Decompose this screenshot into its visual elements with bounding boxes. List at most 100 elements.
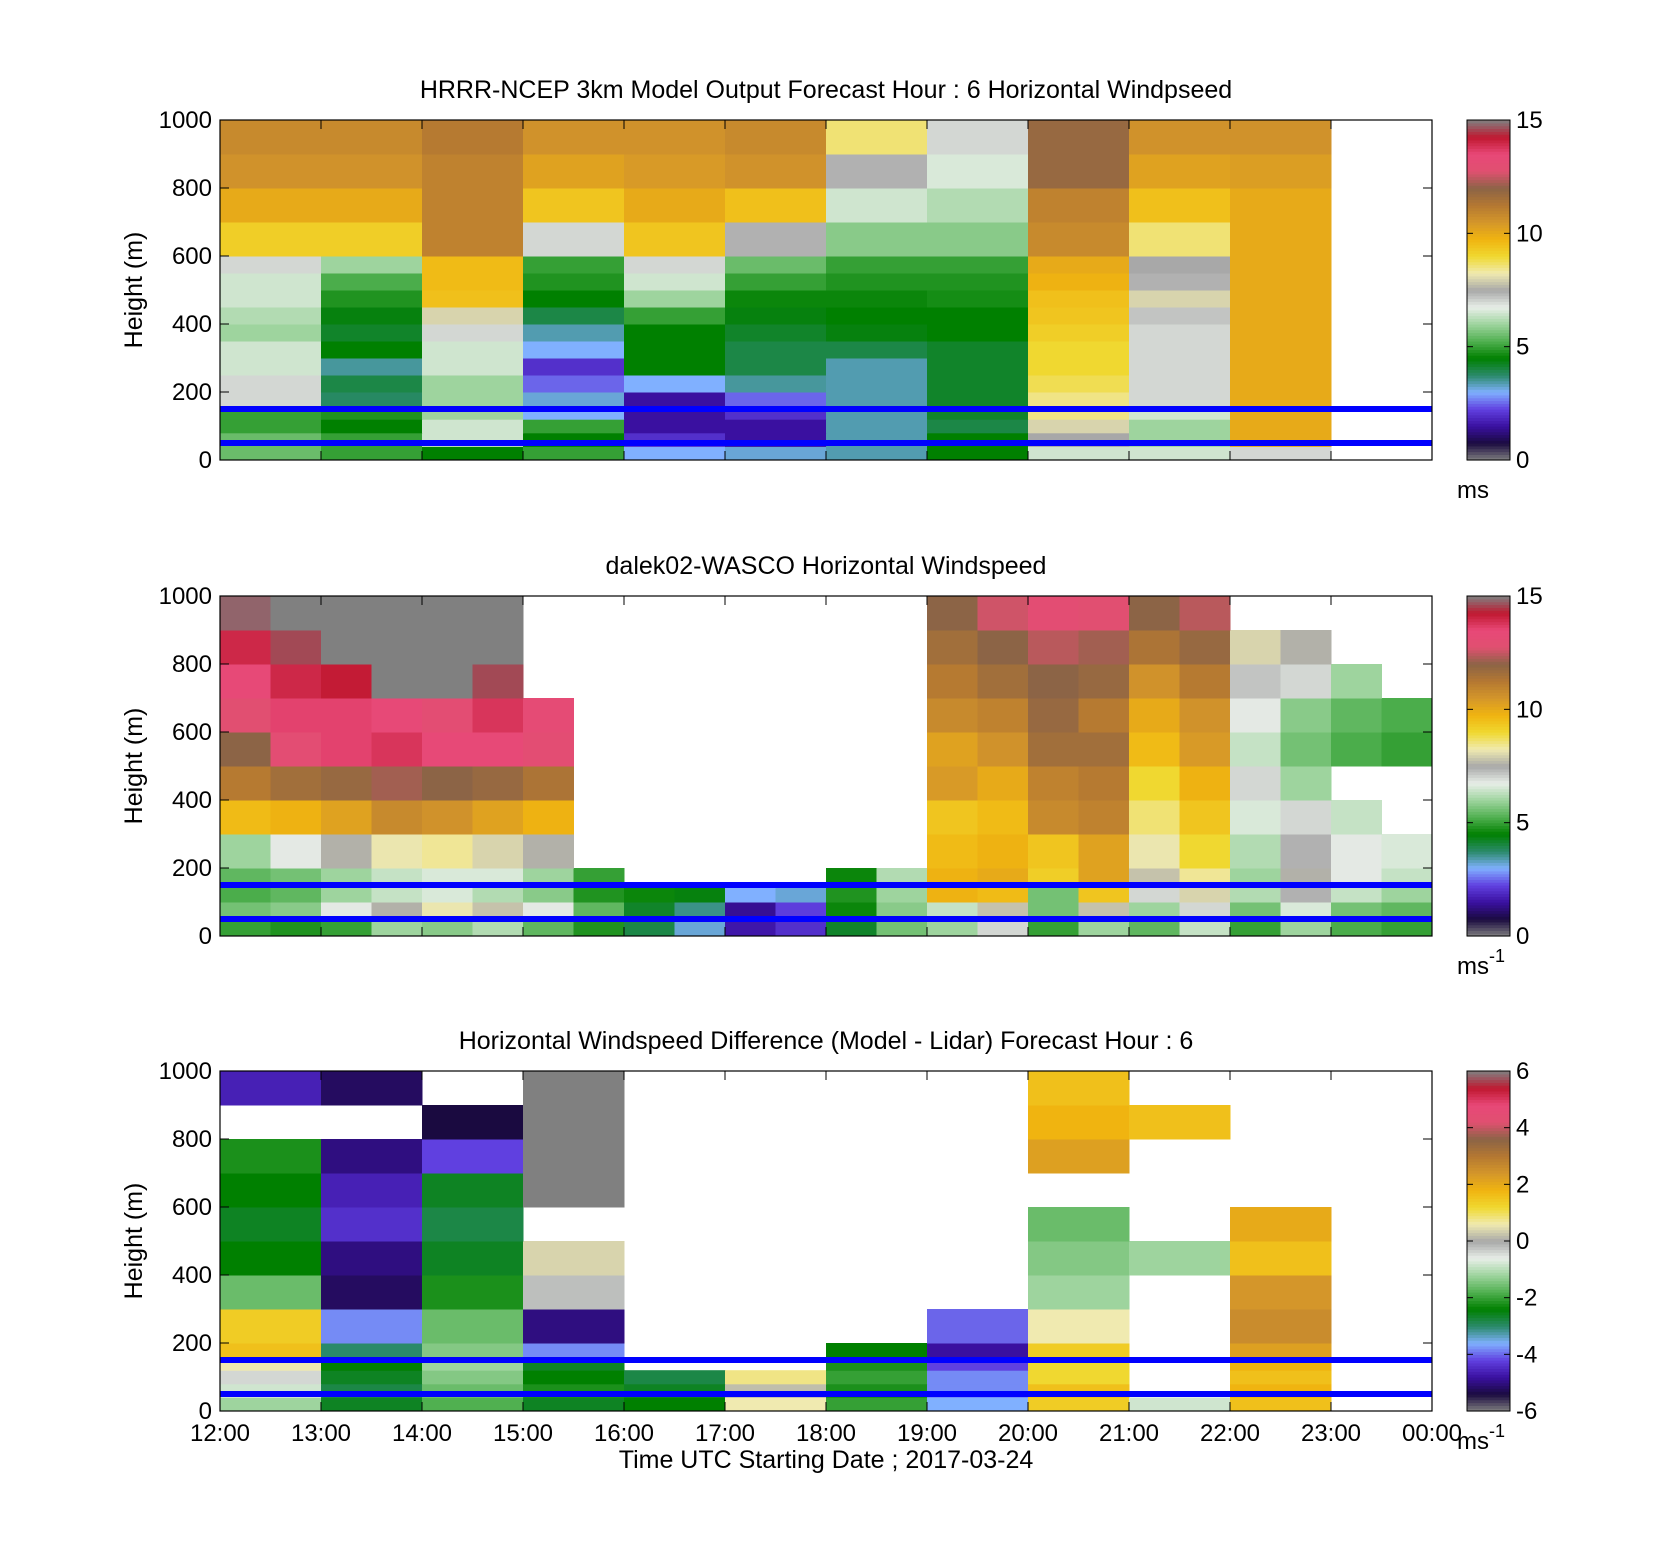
colorbar-segment <box>1467 1394 1510 1398</box>
heatmap-cell <box>1028 1241 1130 1276</box>
heatmap-cell <box>523 392 625 407</box>
heatmap-cell <box>523 1173 625 1208</box>
heatmap-cell <box>1028 698 1079 733</box>
heatmap-cell <box>1078 834 1130 869</box>
colorbar-segment <box>1467 431 1510 436</box>
heatmap-cell <box>977 732 1029 767</box>
heatmap-cell <box>270 698 322 733</box>
heatmap-cell <box>422 446 524 461</box>
heatmap-cell <box>1129 375 1231 393</box>
heatmap-cell <box>523 419 625 434</box>
heatmap-cell <box>523 1139 625 1174</box>
heatmap-cell <box>927 1309 1029 1344</box>
heatmap-cell <box>422 222 524 257</box>
heatmap-cell <box>321 273 423 291</box>
colorbar-segment <box>1467 1207 1510 1211</box>
colorbar-segment <box>1467 757 1510 761</box>
heatmap-cell <box>472 800 524 835</box>
heatmap-cell <box>1230 375 1332 393</box>
colorbar-segment <box>1467 661 1510 665</box>
colorbar-segment <box>1467 1277 1510 1282</box>
colorbar-segment <box>1467 190 1510 195</box>
colorbar-segment <box>1467 882 1510 886</box>
colorbar-segment <box>1467 267 1510 271</box>
heatmap-cell <box>1230 446 1332 461</box>
heatmap-cell <box>422 1309 524 1344</box>
heatmap-cell <box>927 1397 1029 1412</box>
colorbar-segment <box>1467 324 1510 328</box>
heatmap-cell <box>725 307 827 325</box>
heatmap-cell <box>1078 630 1130 665</box>
colorbar-segment <box>1467 1082 1510 1086</box>
colorbar-tick-label: -2 <box>1516 1285 1537 1312</box>
colorbar-segment <box>1467 264 1510 268</box>
colorbar-segment <box>1467 205 1510 209</box>
heatmap-cell <box>826 1370 928 1385</box>
colorbar-segment <box>1467 856 1510 861</box>
colorbar-segment <box>1467 301 1510 305</box>
heatmap-cell <box>321 375 423 393</box>
colorbar-segment <box>1467 1289 1510 1293</box>
heatmap-cell <box>927 446 1029 461</box>
colorbar-segment <box>1467 377 1510 382</box>
heatmap-cell <box>220 307 322 325</box>
colorbar-segment <box>1467 210 1510 215</box>
colorbar-segment <box>1467 1076 1510 1081</box>
heatmap-cell <box>1230 766 1281 801</box>
heatmap-cell <box>725 392 827 407</box>
colorbar-segment <box>1467 1303 1510 1307</box>
heatmap-cell <box>321 1370 423 1385</box>
heatmap-cell <box>220 1370 322 1385</box>
heatmap-cell <box>371 664 423 699</box>
colorbar-segment <box>1467 236 1510 240</box>
colorbar-segment <box>1467 664 1510 668</box>
colorbar-segment <box>1467 1320 1510 1324</box>
x-tick-label: 23:00 <box>1301 1420 1361 1447</box>
heatmap-cell <box>1230 919 1281 937</box>
heatmap-cell <box>1331 919 1382 937</box>
heatmap-cell <box>321 446 423 461</box>
heatmap-cell <box>927 698 978 733</box>
heatmap-cell <box>1381 902 1433 920</box>
heatmap-cell <box>826 446 928 461</box>
heatmap-cell <box>573 868 625 886</box>
heatmap-cell <box>321 919 372 937</box>
heatmap-cell <box>1230 885 1281 903</box>
colorbar-segment <box>1467 788 1510 793</box>
heatmap-cell <box>523 341 625 359</box>
y-axis-label: Height (m) <box>120 708 148 825</box>
colorbar-segment <box>1467 1178 1510 1183</box>
colorbar-segment <box>1467 635 1510 640</box>
colorbar-segment <box>1467 1088 1510 1092</box>
heatmap-cell <box>1179 698 1231 733</box>
heatmap-cell <box>523 1309 625 1344</box>
heatmap-cell <box>220 1173 322 1208</box>
colorbar-unit-exponent: -1 <box>1489 946 1505 966</box>
heatmap-cell <box>1129 800 1180 835</box>
heatmap-cell <box>1129 392 1231 407</box>
colorbar-segment <box>1467 1283 1510 1287</box>
colorbar-segment <box>1467 1286 1510 1290</box>
colorbar-segment <box>1467 1105 1510 1109</box>
heatmap-cell <box>876 885 928 903</box>
colorbar-segment <box>1467 890 1510 895</box>
heatmap-cell <box>1129 596 1180 631</box>
heatmap-cell <box>371 868 423 886</box>
colorbar-segment <box>1467 315 1510 319</box>
colorbar-segment <box>1467 440 1510 444</box>
colorbar-segment <box>1467 743 1510 747</box>
heatmap-cell <box>523 919 574 937</box>
colorbar-segment <box>1467 1334 1510 1338</box>
heatmap-cell <box>220 375 322 393</box>
heatmap-cell <box>624 341 726 359</box>
heatmap-cell <box>977 902 1029 920</box>
colorbar-frame <box>1466 119 1511 461</box>
colorbar-segment <box>1467 437 1510 441</box>
heatmap-cell <box>1028 1309 1130 1344</box>
heatmap-cell <box>1078 596 1130 631</box>
heatmap-cell <box>876 868 928 886</box>
colorbar-segment <box>1467 933 1510 937</box>
colorbar-segment <box>1467 1184 1510 1188</box>
colorbar-segment <box>1467 227 1510 232</box>
heatmap-cell <box>472 885 524 903</box>
